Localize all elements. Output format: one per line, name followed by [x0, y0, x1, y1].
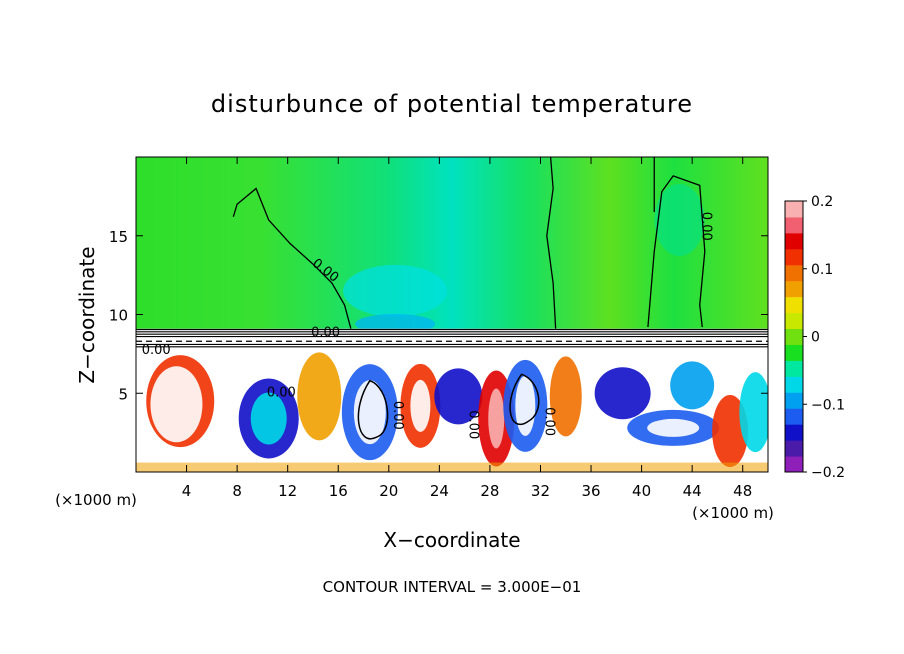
y-axis-ticks: 5 10 15	[109, 228, 768, 403]
x-tick-label: 24	[430, 482, 449, 500]
contour-value-label: 0.00	[267, 385, 296, 400]
colorbar-segment	[785, 408, 803, 425]
chart-title: disturbunce of potential temperature	[211, 90, 693, 118]
contour-value-label: 0.00	[390, 401, 405, 430]
lower-blob	[647, 418, 700, 437]
y-tick-label: 5	[118, 385, 128, 403]
colorbar-segment	[785, 264, 803, 282]
lower-blob	[150, 366, 203, 443]
contour-line	[647, 175, 706, 328]
lower-blob	[434, 368, 483, 425]
x-unit-right: (×1000 m)	[692, 504, 774, 522]
surface-band	[136, 462, 768, 472]
colorbar-segment	[785, 232, 803, 250]
contour-line	[546, 157, 557, 329]
y-tick-label: 15	[109, 228, 128, 246]
colorbar-segment	[785, 360, 803, 377]
contour-line	[232, 187, 352, 329]
lower-blob	[670, 361, 715, 410]
lower-blob	[739, 372, 768, 453]
colorbar-segment	[785, 344, 803, 361]
lower-blob	[515, 375, 536, 436]
x-tick-label: 36	[581, 482, 600, 500]
colorbar-segment	[785, 248, 803, 266]
x-tick-label: 32	[531, 482, 550, 500]
contour-line	[509, 373, 540, 425]
y-tick-label: 10	[109, 307, 128, 325]
colorbar-tick-label: 0.2	[811, 194, 833, 210]
x-tick-label: 16	[329, 482, 348, 500]
x-tick-label: 8	[232, 482, 242, 500]
lower-blob	[297, 352, 342, 441]
colorbar-segment	[785, 280, 803, 298]
x-tick-label: 40	[632, 482, 651, 500]
x-tick-label: 4	[182, 482, 192, 500]
lower-blob	[488, 388, 505, 449]
colorbar-tick-label: −0.1	[811, 397, 845, 413]
x-tick-label: 20	[379, 482, 398, 500]
plot-area: 0.000.000.000.000.00 0.00 0.000.00	[135, 156, 769, 473]
x-tick-label: 28	[480, 482, 499, 500]
contour-line	[357, 379, 389, 440]
colorbar-segment	[785, 201, 803, 218]
lower-blob	[549, 356, 582, 437]
colorbar-tick-label: −0.2	[811, 465, 845, 481]
lower-blob	[250, 392, 287, 445]
x-axis-ticks: 4 8 12 16 20 24 28 32 36 40 44 48	[182, 157, 752, 500]
x-axis-label: X−coordinate	[383, 528, 520, 552]
colorbar: 0.2 0.1 0 −0.1 −0.2	[784, 194, 845, 481]
lower-blob	[712, 395, 749, 468]
x-tick-label: 12	[278, 482, 297, 500]
contour-interval-note: CONTOUR INTERVAL = 3.000E−01	[323, 578, 582, 596]
colorbar-segment	[785, 328, 803, 345]
contour-value-label: 0.00	[698, 212, 713, 241]
contour-value-label: 0.00	[542, 407, 557, 436]
colorbar-segment	[785, 392, 803, 409]
interface-band	[136, 328, 768, 348]
x-tick-label: 48	[733, 482, 752, 500]
colorbar-tick-label: 0.1	[811, 262, 833, 278]
colorbar-segment	[785, 456, 803, 473]
contour-value-label: 0.00	[466, 410, 481, 439]
colorbar-segment	[785, 312, 803, 330]
contour-value-label: 0.00	[311, 326, 340, 341]
colorbar-segment	[785, 424, 803, 441]
lower-blob	[410, 379, 431, 432]
colorbar-tick-label: 0	[811, 330, 820, 346]
upper-blob	[654, 184, 705, 256]
x-tick-label: 44	[683, 482, 702, 500]
contour-value-label: 0.00	[142, 343, 171, 358]
y-axis-label: Z−coordinate	[75, 246, 99, 383]
colorbar-segment	[785, 376, 803, 393]
colorbar-segment	[785, 216, 803, 234]
colorbar-segment	[785, 296, 803, 314]
field-layer: 0.000.000.000.000.00 0.00 0.000.00	[136, 157, 768, 472]
upper-blob	[343, 264, 448, 317]
lower-blob	[594, 367, 651, 420]
x-unit-left: (×1000 m)	[55, 491, 137, 509]
colorbar-segment	[785, 440, 803, 457]
